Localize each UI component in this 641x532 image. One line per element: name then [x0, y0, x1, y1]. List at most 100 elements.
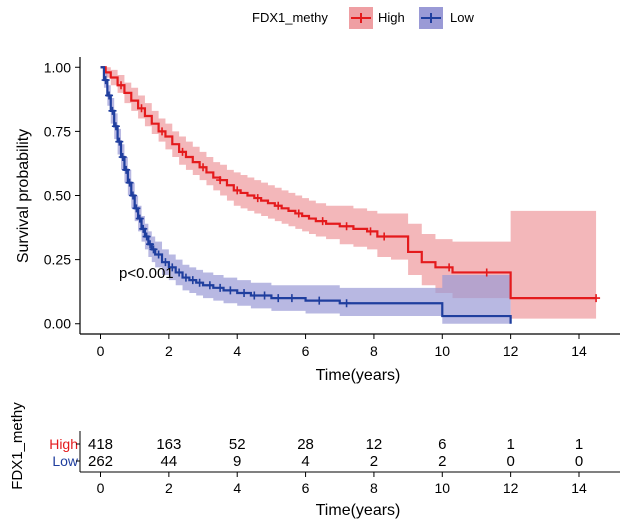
censor-mark-low-6 [122, 165, 131, 174]
censor-mark-low-2 [108, 106, 117, 115]
risk-x-tick-label-3: 6 [302, 480, 310, 496]
risk-table-x-ticks: 0 2 4 6 8 10 12 14 [97, 472, 587, 496]
risk-x-tick-label-0: 0 [97, 480, 105, 496]
censor-mark-low-1 [105, 91, 114, 100]
risk-count-high-1: 163 [156, 436, 181, 453]
x-axis-label: Time(years) [316, 367, 401, 384]
censor-mark-low-15 [154, 250, 163, 259]
legend-key-low [419, 7, 443, 29]
censor-mark-high-8 [274, 201, 283, 210]
risk-count-low-4: 2 [370, 453, 378, 470]
risk-table-x-label: Time(years) [316, 502, 401, 519]
y-tick-label-0: 0.00 [44, 316, 71, 332]
x-tick-label-0: 0 [97, 343, 105, 359]
risk-count-low-7: 0 [575, 453, 583, 470]
censor-mark-low-22 [205, 281, 214, 290]
x-tick-label-2: 4 [233, 343, 241, 359]
censor-mark-high-13 [380, 232, 389, 241]
legend-label-low: Low [450, 10, 474, 25]
censor-mark-high-9 [294, 209, 303, 218]
legend-label-high: High [378, 10, 405, 25]
risk-count-low-5: 2 [438, 453, 446, 470]
censor-mark-high-1 [137, 104, 146, 113]
x-tick-label-5: 10 [434, 343, 450, 359]
censor-mark-low-18 [175, 268, 184, 277]
censor-mark-low-24 [226, 286, 235, 295]
risk-x-tick-label-2: 4 [233, 480, 241, 496]
censor-mark-low-27 [260, 291, 269, 300]
risk-x-tick-label-4: 8 [370, 480, 378, 496]
risk-row-label-low: Low [52, 453, 79, 469]
censor-mark-high-11 [342, 222, 351, 231]
risk-x-tick-label-6: 12 [503, 480, 519, 496]
censor-mark-high-5 [216, 176, 225, 185]
x-tick-label-1: 2 [165, 343, 173, 359]
legend: FDX1_methy High Low [252, 7, 474, 29]
x-tick-label-7: 14 [571, 343, 587, 359]
censor-mark-low-11 [139, 224, 148, 233]
legend-key-high [349, 7, 373, 29]
risk-count-low-3: 4 [301, 453, 309, 470]
y-tick-label-2: 0.50 [44, 188, 71, 204]
censor-mark-high-2 [158, 127, 167, 136]
p-value-annotation: p<0.001 [119, 265, 174, 282]
y-axis-ticks: 0.00 0.25 0.50 0.75 1.00 [44, 59, 80, 332]
censor-mark-low-0 [101, 76, 110, 85]
risk-count-high-2: 52 [229, 436, 246, 453]
y-tick-label-3: 0.75 [44, 123, 71, 139]
y-axis-label: Survival probability [15, 129, 32, 263]
risk-count-low-0: 262 [88, 453, 113, 470]
risk-x-tick-label-5: 10 [434, 480, 450, 496]
censor-mark-high-14 [445, 263, 454, 272]
risk-x-tick-label-7: 14 [571, 480, 587, 496]
risk-count-high-4: 12 [366, 436, 383, 453]
censor-mark-low-17 [168, 263, 177, 272]
censor-mark-low-5 [118, 153, 127, 162]
x-tick-label-3: 6 [302, 343, 310, 359]
censor-mark-low-21 [195, 278, 204, 287]
censor-mark-low-31 [342, 299, 351, 308]
risk-count-high-3: 28 [297, 436, 314, 453]
censor-mark-high-7 [253, 194, 262, 203]
risk-count-high-7: 1 [575, 436, 583, 453]
censor-mark-low-29 [287, 294, 296, 303]
censor-mark-low-25 [240, 288, 249, 297]
censor-mark-low-12 [142, 232, 151, 241]
survival-curve-high [100, 66, 597, 300]
risk-count-high-0: 418 [88, 436, 113, 453]
censor-mark-high-3 [178, 147, 187, 156]
confidence-bands [100, 67, 597, 324]
censor-mark-high-15 [482, 268, 491, 277]
censor-mark-low-14 [149, 245, 158, 254]
risk-count-low-2: 9 [233, 453, 241, 470]
risk-row-label-high: High [49, 436, 78, 452]
legend-title: FDX1_methy [252, 10, 328, 25]
censor-mark-low-10 [135, 214, 144, 223]
censor-mark-low-13 [146, 240, 155, 249]
censor-mark-low-23 [216, 283, 225, 292]
censor-mark-high-12 [366, 227, 375, 236]
y-tick-label-4: 1.00 [44, 59, 71, 75]
censor-mark-low-3 [111, 122, 120, 131]
survival-curve-low [100, 66, 512, 324]
confidence-band-high [100, 67, 597, 319]
censor-mark-high-0 [117, 81, 126, 90]
censor-mark-low-4 [115, 137, 124, 146]
censor-marks [101, 76, 601, 308]
confidence-band-low [100, 67, 511, 324]
censor-mark-low-28 [274, 294, 283, 303]
risk-count-low-6: 0 [506, 453, 514, 470]
risk-table-y-label: FDX1_methy [9, 402, 26, 490]
censor-mark-low-19 [181, 273, 190, 282]
censor-mark-high-4 [199, 163, 208, 172]
x-tick-label-4: 8 [370, 343, 378, 359]
risk-x-tick-label-1: 2 [165, 480, 173, 496]
censor-mark-low-8 [128, 191, 137, 200]
censor-mark-high-16 [592, 294, 601, 303]
censor-mark-low-7 [125, 178, 134, 187]
risk-count-high-6: 1 [506, 436, 514, 453]
censor-mark-high-6 [233, 186, 242, 195]
